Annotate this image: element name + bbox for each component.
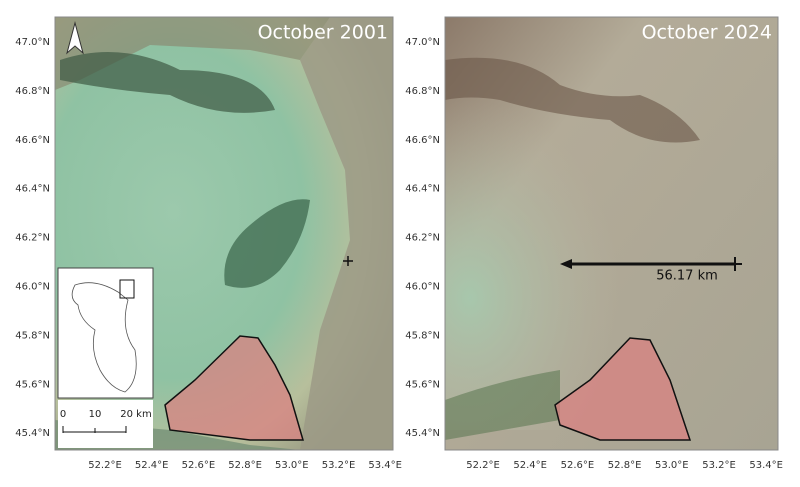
lon-label: 52.8°E — [228, 460, 262, 471]
panel-2024: 56.17 km — [445, 17, 778, 450]
land — [55, 17, 330, 90]
lat-label: 45.4°N — [405, 428, 440, 439]
scale-label: 0 — [60, 409, 66, 420]
lon-label: 52.2°E — [466, 460, 500, 471]
arrow-head — [560, 259, 572, 269]
lat-label: 46.4°N — [15, 184, 50, 195]
lon-label: 53.2°E — [702, 460, 736, 471]
lat-label: 45.6°N — [15, 379, 50, 390]
land — [300, 17, 393, 450]
lat-label: 47.0°N — [15, 37, 50, 48]
lat-label: 45.8°N — [405, 330, 440, 341]
island — [224, 199, 310, 288]
inset-coastline — [71, 282, 137, 393]
lon-label: 52.6°E — [561, 460, 595, 471]
lat-label: 46.2°N — [405, 233, 440, 244]
scale-label: 10 — [89, 409, 102, 420]
lat-label: 46.8°N — [15, 86, 50, 97]
scale-bar-box — [58, 400, 153, 448]
lat-label: 46.4°N — [405, 184, 440, 195]
panel-2001: 0 10 20 km — [55, 17, 393, 450]
lon-label: 53.4°E — [749, 460, 783, 471]
lon-label: 52.6°E — [182, 460, 216, 471]
panel-title: October 2001 — [258, 22, 388, 44]
lon-label: 52.8°E — [608, 460, 642, 471]
scale-label: 20 km — [120, 409, 151, 420]
lat-label: 46.6°N — [405, 135, 440, 146]
lon-label: 53.0°E — [275, 460, 309, 471]
cross-marker — [728, 257, 742, 271]
vegetation — [60, 52, 275, 113]
lon-label: 53.4°E — [368, 460, 402, 471]
lat-label: 46.2°N — [15, 233, 50, 244]
highlight-area — [554, 337, 692, 441]
panel-title: October 2024 — [642, 22, 772, 44]
panel-frame — [444, 16, 779, 451]
inset-map — [57, 267, 154, 399]
shore — [445, 370, 560, 440]
lon-label: 53.0°E — [655, 460, 689, 471]
lat-label: 45.6°N — [405, 379, 440, 390]
lon-label: 52.2°E — [88, 460, 122, 471]
lat-label: 47.0°N — [405, 37, 440, 48]
lat-label: 45.8°N — [15, 330, 50, 341]
lat-label: 46.8°N — [405, 86, 440, 97]
highlight-area — [164, 335, 304, 441]
lat-label: 46.0°N — [15, 282, 50, 293]
lon-label: 52.4°E — [513, 460, 547, 471]
lat-label: 46.6°N — [15, 135, 50, 146]
scale-bar — [62, 426, 127, 433]
lon-label: 53.2°E — [322, 460, 356, 471]
land — [445, 57, 700, 143]
lon-label: 52.4°E — [135, 460, 169, 471]
cross-marker — [343, 256, 353, 266]
lat-label: 45.4°N — [15, 428, 50, 439]
north-arrow — [66, 21, 84, 55]
panel-frame — [54, 16, 394, 451]
distance-label: 56.17 km — [656, 269, 718, 284]
lat-label: 46.0°N — [405, 282, 440, 293]
inset-extent — [119, 279, 135, 299]
